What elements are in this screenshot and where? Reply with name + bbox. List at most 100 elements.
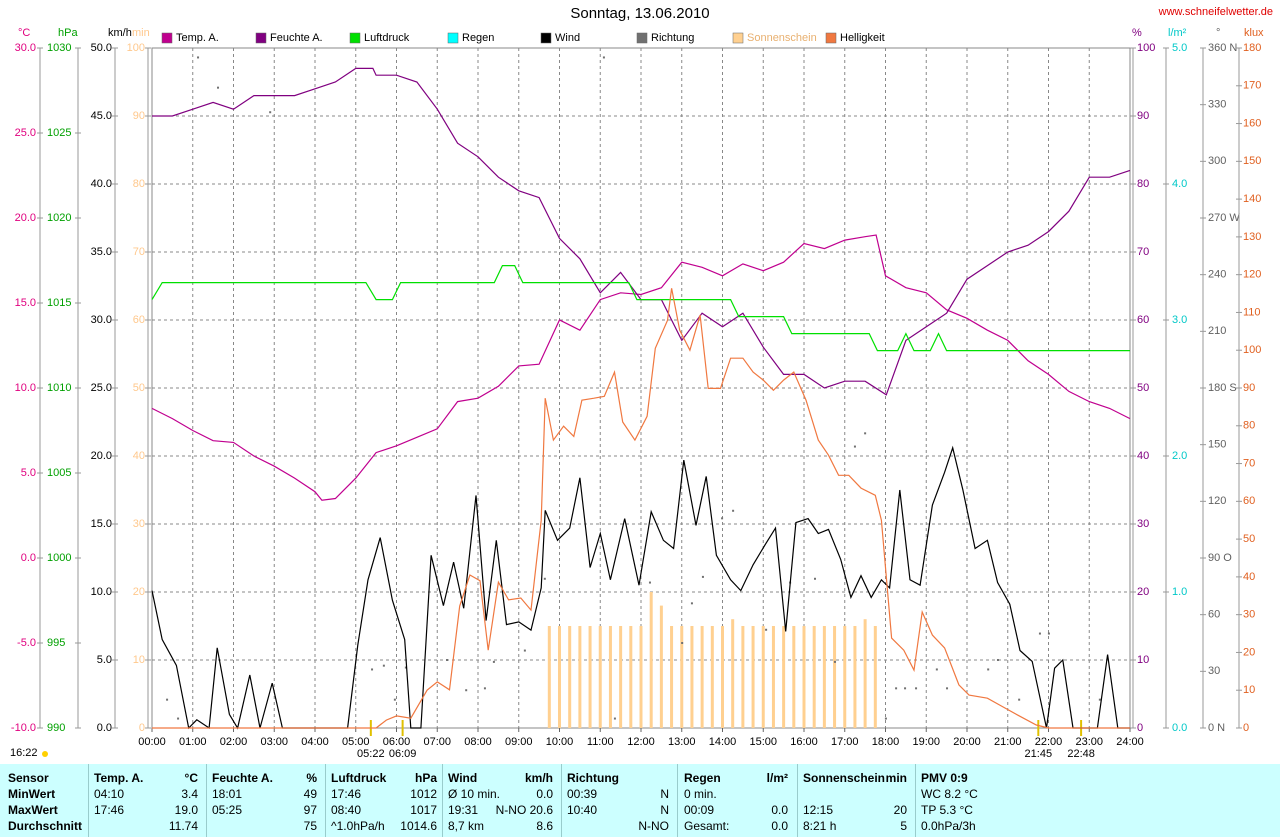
table-cell: Feuchte A. [212,771,273,785]
table-cell: N-NO 20.6 [495,803,553,817]
x-tick-label: 14:00 [709,736,737,748]
y-tick-label: 1015 [47,297,71,309]
series-line [151,265,1130,352]
y-tick-label: 1000 [47,552,71,564]
table-cell: N [660,803,669,817]
table-cell: PMV 0:9 [921,771,968,785]
direction-dot [721,517,724,520]
legend-label: Helligkeit [840,32,885,44]
direction-dot [602,56,605,59]
table-cell: 18:01 [212,787,243,801]
table-cell: N-NO [638,819,669,833]
y-tick-label: 20 [1243,646,1255,658]
table-cell: 12:15 [803,803,834,817]
y-tick-label: 180 S [1208,382,1237,394]
axis-unit: min [132,27,150,39]
y-tick-label: 40 [1243,571,1255,583]
sunshine-bar [659,605,663,728]
y-tick-label: 60 [1137,314,1149,326]
y-tick-label: 50 [1137,382,1149,394]
x-tick-label: 08:00 [464,736,492,748]
y-tick-label: 80 [1137,178,1149,190]
y-tick-label: 70 [133,246,145,258]
y-tick-label: 40 [1137,450,1149,462]
legend-swatch [161,32,173,44]
direction-dot [814,577,817,580]
sunshine-bar [761,626,765,728]
y-tick-label: 90 O [1208,552,1232,564]
axis-unit: ° [1216,27,1220,39]
x-tick-label: 10:00 [546,736,574,748]
annotation: 05:22 [357,748,385,760]
table-cell: % [306,771,317,785]
annotation: 06:09 [389,748,417,760]
x-tick-label: 01:00 [179,736,207,748]
direction-dot [446,659,449,661]
direction-dot [884,717,887,720]
y-tick-label: 10.0 [15,382,36,394]
direction-dot [404,666,407,669]
table-separator [88,764,89,837]
y-tick-label: 270 W [1208,212,1240,224]
y-tick-label: 210 [1208,325,1226,337]
sunshine-bar [639,626,643,728]
table-cell: 8:21 h [803,819,837,833]
x-tick-label: 00:00 [138,736,166,748]
axis-unit: °C [18,27,30,39]
y-tick-label: 100 [1243,344,1261,356]
table-separator [442,764,443,837]
sunshine-bar [771,626,775,728]
y-tick-label: 1.0 [1172,586,1187,598]
y-tick-label: 150 [1208,439,1226,451]
table-cell: min [885,771,907,785]
sunshine-bar [741,626,745,728]
series-line [151,445,1130,730]
y-tick-label: 20.0 [91,450,112,462]
y-tick-label: 160 [1243,117,1261,129]
x-tick-label: 12:00 [627,736,655,748]
table-cell: 00:39 [567,787,598,801]
y-tick-label: 15.0 [91,518,112,530]
direction-dot [1018,698,1021,701]
y-tick-label: 1020 [47,212,71,224]
x-tick-label: 15:00 [749,736,777,748]
direction-dot [166,698,169,701]
y-tick-label: 0 [1137,722,1143,734]
x-tick-label: 19:00 [912,736,940,748]
table-cell: °C [184,771,198,785]
sunshine-bar [751,626,755,728]
table-separator [677,764,678,837]
x-tick-label: 03:00 [260,736,288,748]
y-tick-label: 30.0 [91,314,112,326]
y-tick-label: 30 [133,518,145,530]
table-separator [915,764,916,837]
series-line [152,288,1130,729]
direction-dot [465,689,468,692]
y-tick-label: 110 [1243,306,1261,318]
sunshine-bar [710,626,714,728]
table-cell: WC 8.2 °C [921,787,978,801]
x-tick-label: 05:00 [342,736,370,748]
y-tick-label: 70 [1243,457,1255,469]
table-cell: Richtung [567,771,619,785]
y-tick-label: 5.0 [21,467,36,479]
direction-dot [833,660,836,663]
direction-dot [864,432,867,435]
table-cell: MinWert [8,787,56,801]
y-tick-label: 1005 [47,467,71,479]
y-tick-label: 10 [133,654,145,666]
sunshine-bar [731,619,735,728]
y-tick-label: 30 [1137,518,1149,530]
y-tick-label: 25.0 [91,382,112,394]
table-cell: 97 [303,803,317,817]
x-tick-label: 09:00 [505,736,533,748]
sunshine-bar [547,626,551,728]
table-cell: Durchschnitt [8,819,83,833]
y-tick-label: 2.0 [1172,450,1187,462]
y-tick-label: 170 [1243,80,1261,92]
y-tick-label: 0 N [1208,722,1225,734]
sunshine-bar [608,626,612,728]
table-cell: 20 [893,803,907,817]
direction-dot [1098,698,1101,701]
table-cell: 11.74 [168,819,198,833]
